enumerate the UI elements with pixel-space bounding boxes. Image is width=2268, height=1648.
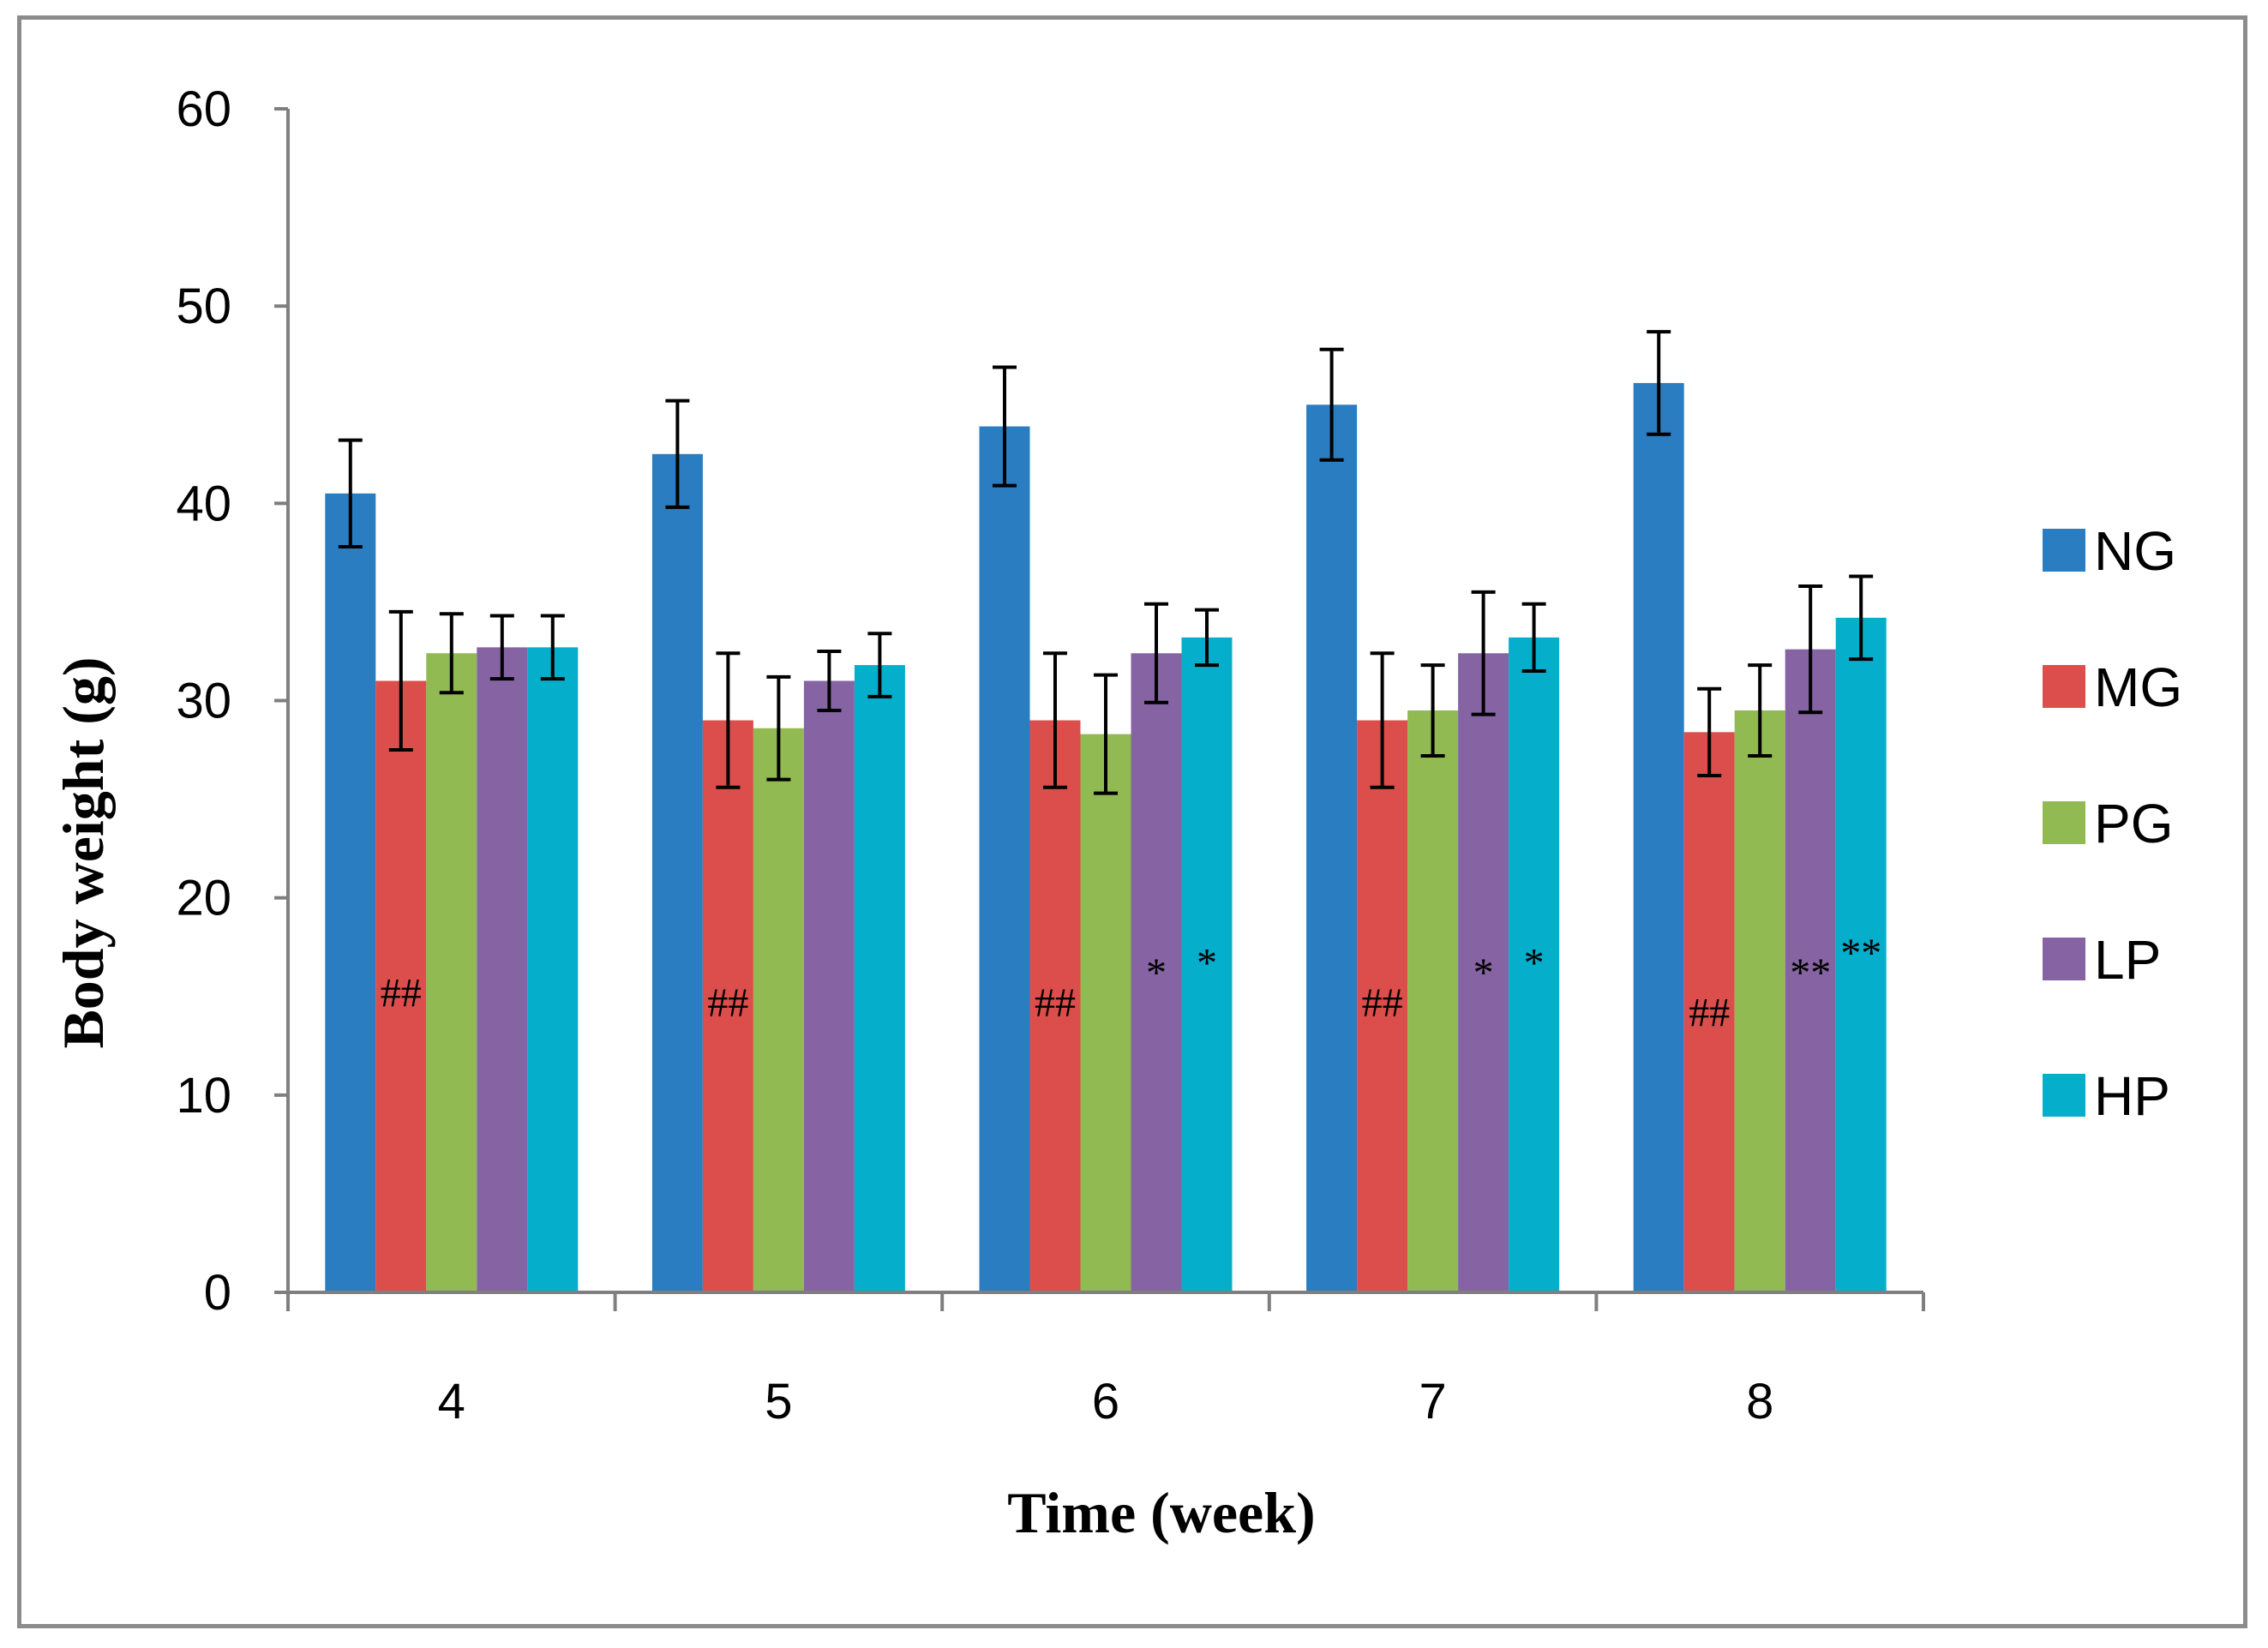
bar-lp-4 — [477, 647, 528, 1292]
error-bar-pg-6 — [1094, 673, 1118, 795]
error-bar-pg-5 — [766, 674, 791, 782]
significance-mark: ## — [381, 970, 422, 1016]
significance-mark: ## — [1689, 990, 1730, 1035]
bar-ng-7 — [1306, 405, 1358, 1292]
legend-item-ng: NG — [2043, 520, 2176, 582]
error-bar-hp-5 — [867, 632, 892, 698]
legend: NG MG PG LP HP — [2043, 520, 2182, 1127]
legend-label: NG — [2094, 520, 2176, 582]
significance-mark: ** — [1840, 931, 1881, 976]
error-bar-mg-7 — [1370, 651, 1395, 789]
y-ticks-layer: 0 10 20 30 40 50 60 — [176, 81, 288, 1321]
bar-lp-5 — [803, 680, 855, 1292]
y-tick-label: 0 — [204, 1265, 231, 1321]
bar-mg-8 — [1683, 732, 1735, 1292]
legend-swatch — [2043, 801, 2085, 844]
x-tick-label: 5 — [765, 1374, 792, 1429]
error-bar-lp-6 — [1144, 602, 1168, 704]
significance-mark: ## — [1362, 980, 1403, 1026]
significance-mark: * — [1473, 950, 1494, 996]
bar-ng-8 — [1633, 382, 1684, 1293]
error-bar-mg-8 — [1697, 686, 1722, 777]
error-bar-ng-6 — [993, 365, 1017, 488]
legend-swatch — [2043, 529, 2085, 572]
error-bar-hp-7 — [1521, 602, 1546, 673]
y-axis-title: Body weight (g) — [51, 656, 116, 1048]
legend-label: PG — [2094, 793, 2173, 854]
legend-swatch — [2043, 665, 2085, 708]
legend-item-hp: HP — [2043, 1065, 2170, 1127]
y-tick-label: 60 — [176, 81, 231, 137]
significance-mark: ** — [1790, 950, 1831, 996]
y-tick-label: 30 — [176, 674, 231, 729]
error-bar-mg-4 — [388, 609, 413, 752]
legend-swatch — [2043, 938, 2085, 980]
bar-pg-5 — [753, 728, 804, 1292]
legend-label: LP — [2094, 929, 2161, 991]
error-bar-lp-4 — [489, 614, 514, 681]
bar-mg-7 — [1357, 720, 1408, 1292]
error-bar-pg-4 — [439, 612, 464, 695]
error-bar-pg-8 — [1748, 663, 1773, 758]
error-bars-layer — [338, 330, 1874, 795]
error-bar-lp-5 — [817, 649, 842, 713]
legend-label: MG — [2094, 656, 2182, 718]
x-tick-label: 4 — [438, 1374, 465, 1429]
error-bar-hp-6 — [1195, 608, 1219, 668]
x-axis-title: Time (week) — [1007, 1480, 1315, 1545]
error-bar-lp-7 — [1471, 590, 1496, 716]
bar-mg-6 — [1029, 720, 1081, 1292]
y-tick-label: 40 — [176, 476, 231, 531]
legend-item-mg: MG — [2043, 656, 2182, 718]
legend-swatch — [2043, 1074, 2085, 1117]
bar-mg-4 — [375, 680, 427, 1292]
bars-layer — [325, 382, 1887, 1293]
bar-pg-4 — [426, 653, 477, 1292]
bar-ng-6 — [979, 426, 1030, 1292]
bar-mg-5 — [702, 720, 753, 1292]
error-bar-mg-6 — [1043, 651, 1067, 789]
bar-lp-7 — [1458, 653, 1509, 1292]
bar-pg-6 — [1080, 734, 1131, 1292]
error-bar-ng-8 — [1647, 330, 1671, 436]
bar-hp-7 — [1509, 637, 1560, 1292]
significance-mark: ## — [707, 980, 748, 1026]
significance-mark: * — [1524, 941, 1545, 986]
error-bar-hp-4 — [540, 614, 565, 681]
error-bar-lp-8 — [1798, 584, 1823, 715]
bar-pg-8 — [1734, 710, 1785, 1292]
x-tick-label: 6 — [1092, 1374, 1119, 1429]
error-bar-ng-7 — [1319, 347, 1344, 462]
bar-lp-6 — [1131, 653, 1182, 1292]
y-tick-label: 20 — [176, 871, 231, 926]
significance-mark: ## — [1035, 980, 1076, 1026]
y-tick-label: 10 — [176, 1068, 231, 1124]
significance-mark: * — [1197, 941, 1217, 986]
error-bar-hp-8 — [1849, 574, 1874, 662]
bar-hp-5 — [854, 665, 905, 1292]
annotations-layer: ## ## ## ## ##* * * * ** ** — [381, 931, 1881, 1035]
bar-hp-8 — [1835, 617, 1887, 1292]
y-tick-label: 50 — [176, 279, 231, 334]
x-tick-label: 7 — [1419, 1374, 1446, 1429]
bar-pg-7 — [1407, 710, 1459, 1292]
error-bar-ng-5 — [665, 399, 690, 509]
error-bar-mg-5 — [716, 651, 741, 789]
x-ticks-layer: 4 5 6 7 8 — [286, 1292, 1925, 1429]
legend-item-pg: PG — [2043, 793, 2173, 854]
bar-ng-4 — [325, 493, 376, 1292]
bar-hp-4 — [527, 647, 579, 1292]
error-bar-pg-7 — [1420, 663, 1445, 758]
x-tick-label: 8 — [1746, 1374, 1773, 1429]
bar-hp-6 — [1181, 637, 1233, 1292]
bar-ng-5 — [651, 453, 703, 1292]
significance-mark: * — [1146, 950, 1167, 996]
bar-lp-8 — [1785, 649, 1836, 1292]
legend-label: HP — [2094, 1065, 2170, 1127]
legend-item-lp: LP — [2043, 929, 2161, 991]
error-bar-ng-4 — [338, 438, 363, 548]
